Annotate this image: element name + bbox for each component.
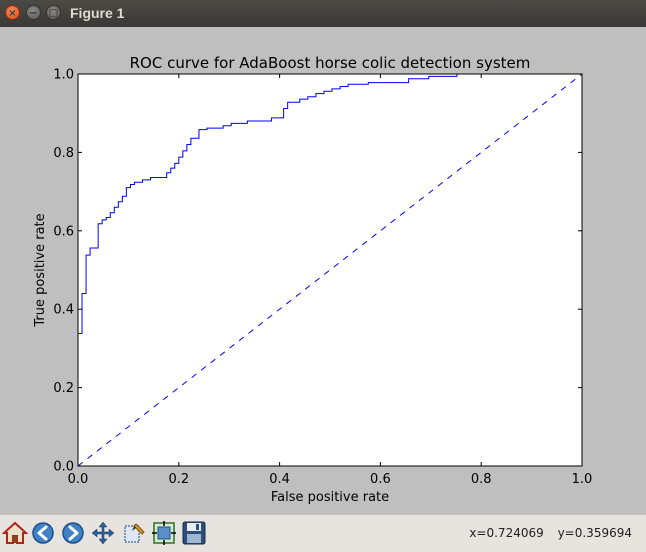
x-tick-label: 0.2 xyxy=(168,472,189,487)
home-button[interactable] xyxy=(1,519,29,547)
pan-icon xyxy=(91,521,115,545)
title-bar[interactable]: × − □ Figure 1 xyxy=(0,0,646,27)
zoom-icon xyxy=(124,523,145,543)
minimize-window-button[interactable]: − xyxy=(26,5,41,20)
back-button[interactable] xyxy=(29,519,57,547)
zoom-button[interactable] xyxy=(120,519,148,547)
subplots-icon xyxy=(152,521,176,545)
y-axis-label: True positive rate xyxy=(33,213,48,327)
y-tick-label: 0.6 xyxy=(53,224,74,239)
chart-title: ROC curve for AdaBoost horse colic detec… xyxy=(130,54,531,72)
y-tick-label: 0.8 xyxy=(53,146,74,161)
x-tick-label: 0.0 xyxy=(68,472,89,487)
y-tick-label: 0.2 xyxy=(53,381,74,396)
x-axis-label: False positive rate xyxy=(271,490,389,505)
save-figure-button[interactable] xyxy=(180,519,208,547)
configure-subplots-button[interactable] xyxy=(150,519,178,547)
close-window-button[interactable]: × xyxy=(5,5,20,20)
cursor-y-readout: y=0.359694 xyxy=(557,526,632,540)
forward-button[interactable] xyxy=(59,519,87,547)
maximize-window-button[interactable]: □ xyxy=(46,5,61,20)
save-icon xyxy=(182,521,206,545)
figure-canvas[interactable]: 0.0 0.2 0.4 0.6 0.8 1.0 0.0 0.2 0.4 0.6 0.8 1.0 ROC… xyxy=(4,31,642,507)
cursor-coordinates: x=0.724069 y=0.359694 xyxy=(459,526,632,540)
roc-curve-line xyxy=(78,73,582,334)
axes-frame xyxy=(77,73,583,467)
random-guess-diagonal-line xyxy=(77,73,583,467)
x-tick-label: 0.8 xyxy=(471,472,492,487)
cursor-x-readout: x=0.724069 xyxy=(469,526,544,540)
x-tick-label: 1.0 xyxy=(572,472,593,487)
navigation-toolbar: x=0.724069 y=0.359694 xyxy=(0,514,646,552)
home-icon xyxy=(2,521,28,544)
forward-icon xyxy=(62,522,84,544)
y-tick-label: 0.4 xyxy=(53,303,74,318)
back-icon xyxy=(32,522,54,544)
y-tick-label: 0.0 xyxy=(53,460,74,475)
window-title: Figure 1 xyxy=(70,5,125,21)
y-tick-label: 1.0 xyxy=(53,68,74,83)
pan-button[interactable] xyxy=(89,519,117,547)
roc-chart: 0.0 0.2 0.4 0.6 0.8 1.0 0.0 0.2 0.4 0.6 0.8 1.0 ROC… xyxy=(33,54,593,505)
x-tick-label: 0.6 xyxy=(370,472,391,487)
x-tick-label: 0.4 xyxy=(269,472,290,487)
